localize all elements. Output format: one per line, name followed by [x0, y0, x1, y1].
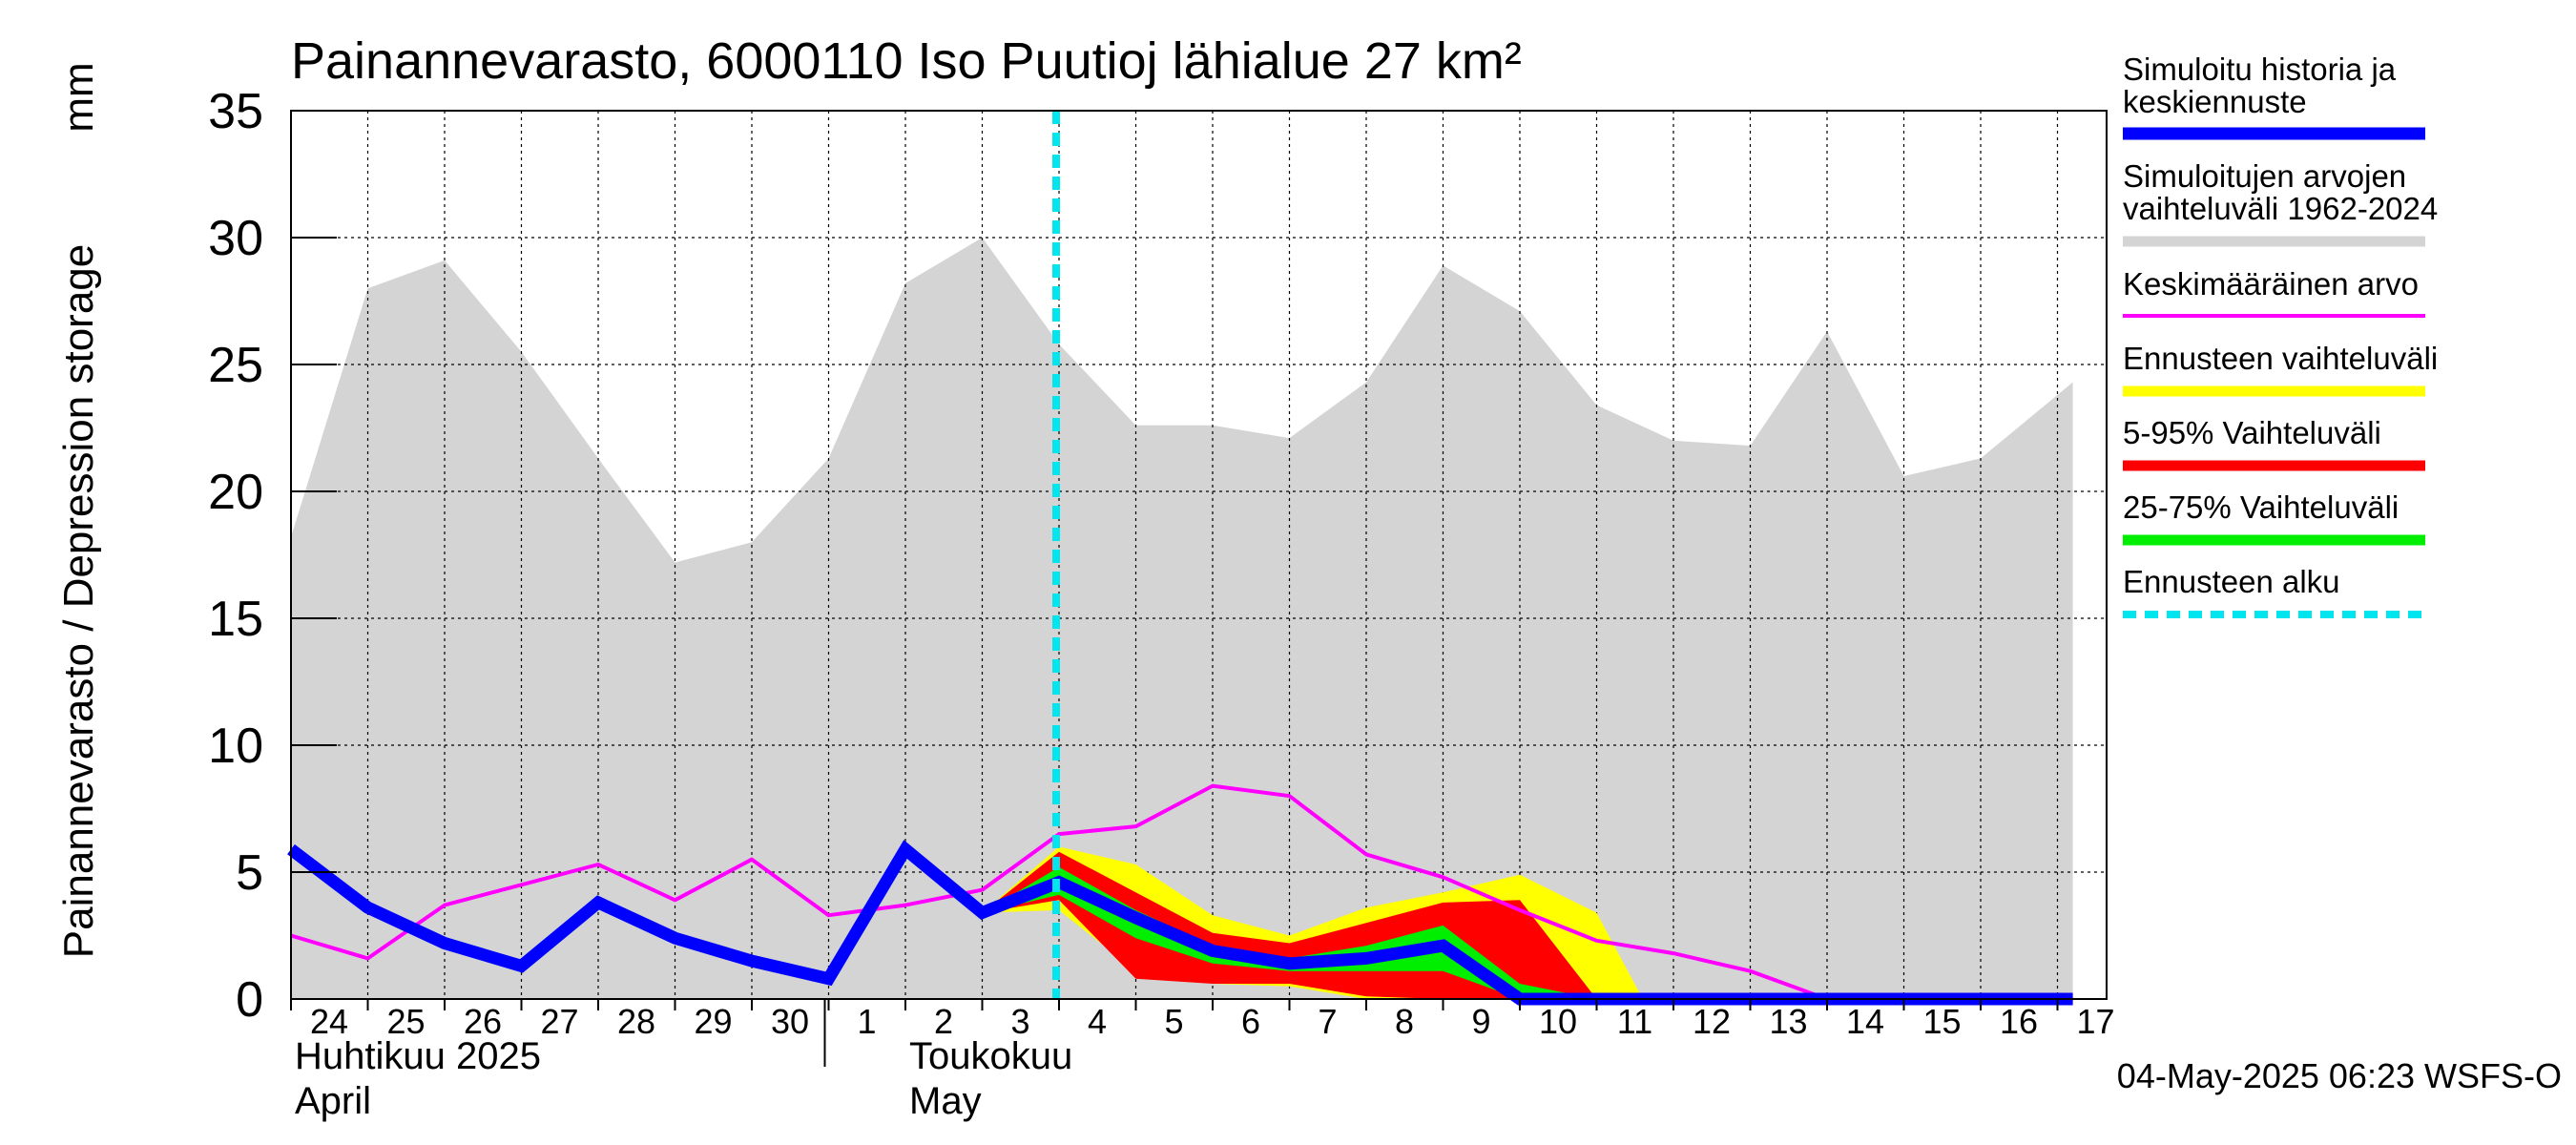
- legend-label: Simuloitujen arvojen: [2123, 158, 2406, 194]
- y-axis-unit: mm: [55, 62, 102, 132]
- chart-title: Painannevarasto, 6000110 Iso Puutioj läh…: [291, 32, 1522, 90]
- x-tick-label: 3: [1010, 1002, 1029, 1041]
- x-tick-label: 28: [617, 1002, 655, 1041]
- legend-item-forecast-range: Ennusteen vaihteluväli: [2123, 341, 2438, 397]
- x-tick-label: 17: [2076, 1002, 2114, 1041]
- x-tick-label: 10: [1539, 1002, 1577, 1041]
- legend-label: keskiennuste: [2123, 84, 2307, 119]
- x-tick-label: 5: [1164, 1002, 1183, 1041]
- y-tick-label: 25: [208, 338, 263, 393]
- x-tick-label: 12: [1693, 1002, 1731, 1041]
- timestamp: 04-May-2025 06:23 WSFS-O: [2117, 1056, 2562, 1095]
- x-tick-label: 14: [1846, 1002, 1884, 1041]
- y-tick-label: 20: [208, 465, 263, 520]
- x-tick-label: 30: [771, 1002, 809, 1041]
- y-tick-label: 35: [208, 84, 263, 139]
- legend-item-mean: Keskimääräinen arvo: [2123, 266, 2425, 318]
- month-label-en: May: [909, 1080, 982, 1122]
- x-tick-label: 27: [540, 1002, 578, 1041]
- legend-label: vaihteluväli 1962-2024: [2123, 191, 2438, 226]
- x-tick-label: 4: [1088, 1002, 1107, 1041]
- month-label: Huhtikuu 2025: [295, 1035, 541, 1077]
- x-tick-label: 25: [386, 1002, 425, 1041]
- x-tick-label: 2: [934, 1002, 953, 1041]
- legend-item-p5-95: 5-95% Vaihteluväli: [2123, 415, 2425, 471]
- y-axis-label: Painannevarasto / Depression storage: [55, 244, 102, 958]
- y-tick-label: 15: [208, 592, 263, 647]
- x-tick-label: 9: [1471, 1002, 1490, 1041]
- x-tick-label: 15: [1922, 1002, 1961, 1041]
- legend-item-forecast-start: Ennusteen alku: [2123, 564, 2425, 618]
- y-tick-label: 0: [236, 972, 263, 1028]
- legend-item-p25-75: 25-75% Vaihteluväli: [2123, 489, 2425, 546]
- legend-label: Ennusteen vaihteluväli: [2123, 341, 2438, 376]
- month-label: Toukokuu: [909, 1035, 1072, 1077]
- p25-75-band: [982, 866, 1597, 999]
- x-axis: 24 25 26 27 28 29 30 1 2 3 4 5 6 7 8 9 10 11 12 13 14 15 16 17H…: [290, 999, 2115, 1122]
- month-label-en: April: [295, 1080, 371, 1122]
- x-tick-label: 1: [857, 1002, 876, 1041]
- x-tick-label: 16: [2000, 1002, 2038, 1041]
- y-axis: 0 5 10 15 20 25 30 35: [208, 84, 337, 1028]
- legend-label: 25-75% Vaihteluväli: [2123, 489, 2399, 525]
- x-tick-label: 6: [1241, 1002, 1260, 1041]
- legend: Simuloitu historia jakeskiennusteSimuloi…: [2123, 52, 2438, 618]
- plot-frame: [290, 110, 2108, 1000]
- grid: [291, 110, 2107, 999]
- x-tick-label: 29: [694, 1002, 732, 1041]
- mean-line: [290, 783, 2073, 1001]
- legend-label: Simuloitu historia ja: [2123, 52, 2397, 87]
- x-tick-label: 11: [1617, 1002, 1652, 1041]
- x-tick-label: 13: [1769, 1002, 1807, 1041]
- y-tick-label: 10: [208, 718, 263, 774]
- x-tick-label: 7: [1318, 1002, 1337, 1041]
- x-tick-label: 8: [1395, 1002, 1414, 1041]
- legend-label: Ennusteen alku: [2123, 564, 2340, 599]
- legend-label: 5-95% Vaihteluväli: [2123, 415, 2381, 450]
- x-tick-label: 24: [310, 1002, 348, 1041]
- y-tick-label: 5: [236, 845, 263, 901]
- x-tick-label: 26: [464, 1002, 502, 1041]
- plot-area: [287, 110, 2108, 1006]
- y-tick-label: 30: [208, 211, 263, 266]
- legend-label: Keskimääräinen arvo: [2123, 266, 2419, 302]
